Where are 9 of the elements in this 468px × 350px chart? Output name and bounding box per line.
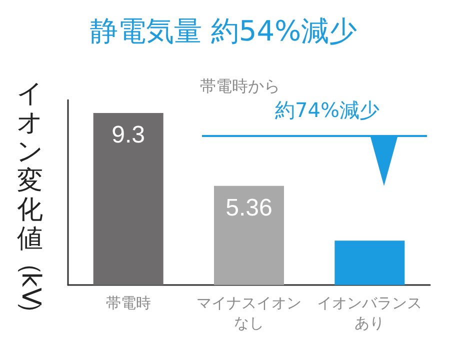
x-tick-label: マイナスイオンなし <box>196 294 302 332</box>
chart-title: 静電気量 約54%減少 <box>90 14 358 48</box>
annotation: 約74%減少 <box>275 98 380 122</box>
data-label: 5.36 <box>226 194 272 222</box>
x-tick-label: 帯電時 <box>106 294 151 312</box>
x-tick-label: イオンバランスあり <box>317 294 422 332</box>
data-label: 9.3 <box>112 121 146 148</box>
text: 帯電時から <box>200 76 280 96</box>
text: イオン変化値（kV） <box>16 79 46 326</box>
